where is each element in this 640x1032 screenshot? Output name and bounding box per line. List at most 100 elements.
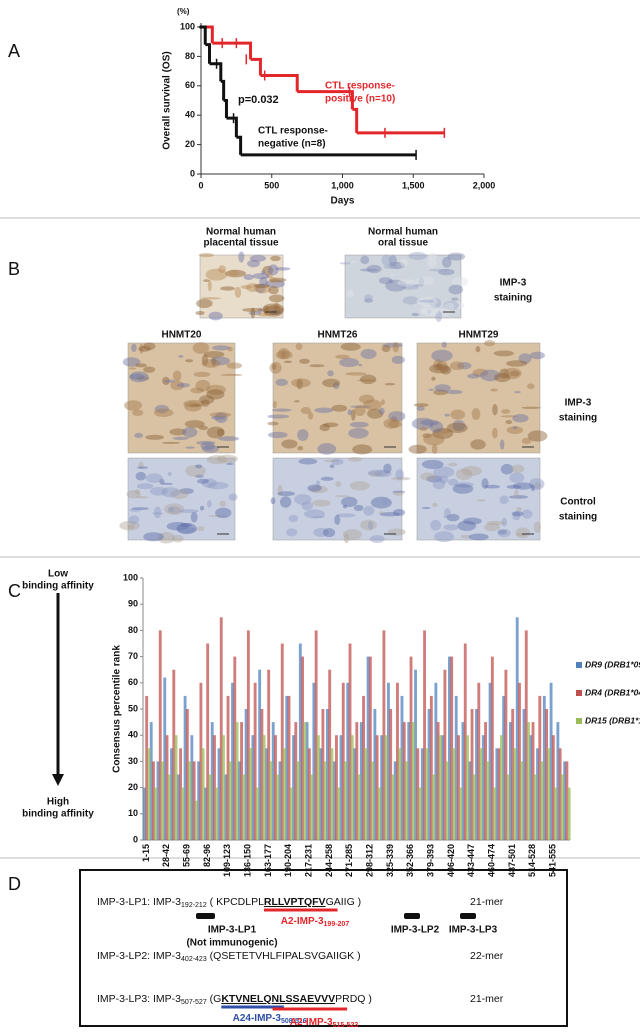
bar <box>172 669 176 840</box>
tissue-texture <box>433 466 455 478</box>
sequence-segment: 507-527 <box>181 999 207 1006</box>
tissue-texture <box>354 405 366 416</box>
step <box>223 99 228 119</box>
peptide-box <box>79 869 568 1027</box>
tissue-texture <box>444 302 455 312</box>
tissue-texture <box>442 256 452 268</box>
tissue-texture <box>490 388 498 392</box>
tissue-texture <box>138 345 151 352</box>
y-tick-label: 50 <box>128 703 138 713</box>
tissue-texture <box>248 311 262 316</box>
bar <box>310 774 314 840</box>
bar <box>504 669 508 840</box>
tissue-texture <box>378 277 392 285</box>
sequence-segment: 402-423 <box>181 956 207 963</box>
tissue-texture <box>149 486 168 496</box>
sample-label: HNMT29 <box>458 330 498 341</box>
tissue-texture <box>398 283 421 287</box>
bar <box>402 722 406 840</box>
bar <box>400 695 404 840</box>
tissue-texture <box>261 270 266 275</box>
bar <box>380 735 384 840</box>
bar <box>389 709 393 840</box>
bar <box>344 761 347 840</box>
tissue-texture <box>225 269 246 278</box>
tissue-texture <box>207 280 212 292</box>
tissue-texture <box>457 361 472 370</box>
bar <box>319 748 323 840</box>
label-line: oral tissue <box>378 238 428 249</box>
tissue-texture <box>363 399 382 411</box>
tissue-texture <box>411 417 434 430</box>
bar <box>156 761 160 840</box>
tissue-texture <box>370 496 392 509</box>
tissue-texture <box>257 312 271 317</box>
tissue-texture <box>178 355 184 358</box>
bar <box>149 722 153 840</box>
tissue-texture <box>471 408 481 420</box>
tissue-texture <box>446 422 468 434</box>
tissue-texture <box>411 312 419 317</box>
bar <box>436 722 440 840</box>
tissue-texture <box>216 454 238 464</box>
sequence-segment: GAIIG ) <box>326 896 362 908</box>
bar <box>192 761 196 840</box>
tissue-texture <box>449 361 465 371</box>
tissue-texture <box>400 258 408 267</box>
tissue-texture <box>512 426 518 430</box>
tissue-texture <box>189 404 202 407</box>
tissue-texture <box>387 528 406 536</box>
tissue-texture <box>136 466 149 469</box>
y-tick-label: 0 <box>133 834 138 844</box>
tissue-texture <box>190 387 205 394</box>
tissue-texture <box>214 412 228 423</box>
tissue-texture <box>201 399 210 407</box>
panel-label: A <box>8 41 20 61</box>
tissue-texture <box>179 488 194 495</box>
bar <box>242 774 246 840</box>
tissue-texture <box>317 443 337 455</box>
label-line: (Not immunogenic) <box>186 938 277 949</box>
bar <box>213 735 216 840</box>
tissue-texture <box>164 379 176 383</box>
bar <box>197 761 201 840</box>
tissue-image <box>127 342 236 454</box>
tissue-texture <box>129 373 145 380</box>
bar <box>375 735 379 840</box>
bar <box>154 787 158 840</box>
sample-label: HNMT26 <box>317 330 357 341</box>
tissue-texture <box>307 411 314 420</box>
bar <box>518 682 521 840</box>
tissue-texture <box>390 273 395 276</box>
tissue-texture <box>128 515 140 525</box>
bar <box>475 709 478 840</box>
tissue-texture <box>293 400 300 403</box>
bar <box>316 735 320 840</box>
bar <box>303 722 307 840</box>
bar <box>255 787 259 840</box>
bar <box>167 774 171 840</box>
tissue-texture <box>243 274 254 281</box>
bar <box>321 709 325 840</box>
tissue-texture <box>170 489 189 499</box>
tissue-texture <box>499 439 505 450</box>
tissue-texture <box>314 407 334 413</box>
bar <box>244 709 248 840</box>
tissue-texture <box>202 444 219 453</box>
tissue-texture <box>153 506 162 519</box>
tissue-texture <box>267 414 290 419</box>
bar <box>445 761 449 840</box>
tissue-texture <box>416 296 438 307</box>
tissue-texture <box>448 284 464 295</box>
x-tick-label: 136-150 <box>242 844 252 877</box>
bar <box>362 695 366 840</box>
bar <box>459 787 463 840</box>
bar <box>271 722 275 840</box>
tissue-texture <box>145 434 164 440</box>
bar <box>246 630 250 840</box>
label-line: binding affinity <box>22 809 94 820</box>
bar <box>280 643 284 840</box>
tissue-texture <box>176 522 197 535</box>
tissue-texture <box>346 289 355 298</box>
